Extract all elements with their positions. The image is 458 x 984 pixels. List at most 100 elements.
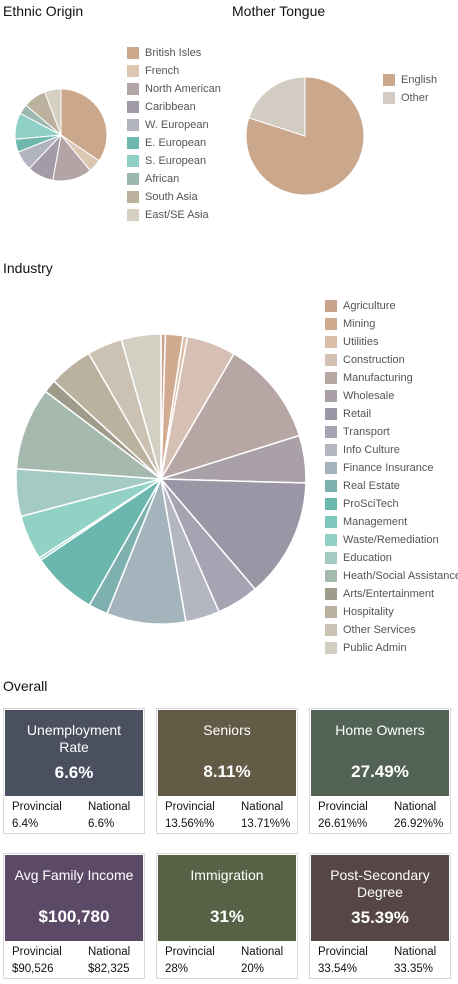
legend-swatch bbox=[325, 606, 337, 618]
stat-card-header: Immigration 31% bbox=[158, 855, 296, 941]
provincial-label: Provincial bbox=[318, 946, 368, 958]
national-value: 6.6% bbox=[88, 818, 115, 830]
stat-card-title: Immigration bbox=[190, 867, 264, 883]
stat-card-post-secondary-degree: Post-Secondary Degree 35.39% Provincial Nat… bbox=[309, 853, 451, 979]
legend-swatch bbox=[127, 83, 139, 95]
legend-item-management: Management bbox=[325, 516, 407, 528]
pie-slice-british-isles bbox=[60, 88, 108, 162]
national-value: 13.71%% bbox=[241, 818, 291, 830]
national-label: National bbox=[394, 946, 437, 958]
legend-label: Other bbox=[401, 92, 429, 104]
stat-card-title: Post-Secondary Degree bbox=[330, 867, 430, 900]
legend-item-african: African bbox=[127, 173, 179, 185]
legend-label: British Isles bbox=[145, 47, 202, 59]
legend-item-other-services: Other Services bbox=[325, 624, 416, 636]
legend-label: South Asia bbox=[145, 191, 198, 203]
legend-item-heath-social-assistance: Heath/Social Assistance bbox=[325, 570, 458, 582]
mother-tongue-title: Mother Tongue bbox=[232, 3, 326, 19]
legend-item-east-se-asia: East/SE Asia bbox=[127, 209, 209, 221]
pie-slice-public-admin bbox=[120, 333, 162, 480]
stat-card-header: Seniors 8.11% bbox=[158, 710, 296, 796]
provincial-label: Provincial bbox=[165, 946, 215, 958]
legend-item-transport: Transport bbox=[325, 426, 390, 438]
national-value: 33.35% bbox=[394, 963, 434, 975]
legend-swatch bbox=[325, 318, 337, 330]
legend-swatch bbox=[325, 426, 337, 438]
national-label: National bbox=[241, 801, 284, 813]
legend-item-finance-insurance: Finance Insurance bbox=[325, 462, 434, 474]
stat-card-title: Unemployment Rate bbox=[26, 722, 122, 755]
provincial-label: Provincial bbox=[12, 946, 62, 958]
stat-card-comparison: Provincial National 13.56%% 13.71%% bbox=[157, 797, 297, 833]
legend-label: Heath/Social Assistance bbox=[343, 570, 458, 582]
legend-swatch bbox=[127, 47, 139, 59]
stat-card-value: 35.39% bbox=[351, 908, 409, 927]
legend-label: Construction bbox=[343, 354, 405, 366]
legend-swatch bbox=[127, 119, 139, 131]
national-label: National bbox=[88, 801, 131, 813]
legend-item-british-isles: British Isles bbox=[127, 47, 201, 59]
legend-item-construction: Construction bbox=[325, 354, 405, 366]
legend-label: Manufacturing bbox=[343, 372, 413, 384]
pie-slice-english bbox=[245, 76, 365, 196]
mother-tongue-pie bbox=[245, 76, 365, 196]
legend-item-caribbean: Caribbean bbox=[127, 101, 196, 113]
stat-card-comparison: Provincial National $90,526 $82,325 bbox=[4, 942, 144, 978]
legend-label: Management bbox=[343, 516, 408, 528]
provincial-value: $90,526 bbox=[12, 963, 54, 975]
legend-swatch bbox=[325, 642, 337, 654]
legend-swatch bbox=[127, 137, 139, 149]
legend-swatch bbox=[127, 209, 139, 221]
stat-card-seniors: Seniors 8.11% Provincial National 13.56%% 13.… bbox=[156, 708, 298, 834]
legend-item-e-european: E. European bbox=[127, 137, 206, 149]
ethnic-origin-title: Ethnic Origin bbox=[3, 3, 84, 19]
stat-card-home-owners: Home Owners 27.49% Provincial National 26.61… bbox=[309, 708, 451, 834]
industry-pie bbox=[15, 333, 307, 625]
legend-label: North American bbox=[145, 83, 221, 95]
legend-swatch bbox=[127, 155, 139, 167]
legend-label: S. European bbox=[145, 155, 207, 167]
ethnic-origin-pie bbox=[14, 88, 108, 182]
legend-label: Agriculture bbox=[343, 300, 396, 312]
legend-item-waste-remediation: Waste/Remediation bbox=[325, 534, 439, 546]
legend-item-proscitech: ProSciTech bbox=[325, 498, 399, 510]
legend-swatch bbox=[325, 480, 337, 492]
national-label: National bbox=[88, 946, 131, 958]
legend-label: English bbox=[401, 74, 438, 86]
legend-item-w-european: W. European bbox=[127, 119, 209, 131]
legend-label: Hospitality bbox=[343, 606, 394, 618]
legend-swatch bbox=[325, 300, 337, 312]
legend-item-hospitality: Hospitality bbox=[325, 606, 394, 618]
legend-label: Caribbean bbox=[145, 101, 196, 113]
legend-item-s-european: S. European bbox=[127, 155, 206, 167]
stat-card-header: Post-Secondary Degree 35.39% bbox=[311, 855, 449, 941]
legend-item-manufacturing: Manufacturing bbox=[325, 372, 413, 384]
legend-label: Education bbox=[343, 552, 392, 564]
legend-label: W. European bbox=[145, 119, 209, 131]
legend-swatch bbox=[127, 101, 139, 113]
legend-item-retail: Retail bbox=[325, 408, 371, 420]
legend-label: Info Culture bbox=[343, 444, 400, 456]
legend-label: Utilities bbox=[343, 336, 379, 348]
legend-item-mining: Mining bbox=[325, 318, 375, 330]
legend-item-other: Other bbox=[383, 92, 429, 104]
legend-label: Mining bbox=[343, 318, 376, 330]
legend-swatch bbox=[127, 173, 139, 185]
stat-card-header: Avg Family Income $100,780 bbox=[5, 855, 143, 941]
overall-title: Overall bbox=[3, 678, 48, 694]
legend-swatch bbox=[325, 444, 337, 456]
stat-card-value: 27.49% bbox=[351, 762, 409, 781]
legend-item-public-admin: Public Admin bbox=[325, 642, 407, 654]
legend-swatch bbox=[325, 354, 337, 366]
legend-label: Waste/Remediation bbox=[343, 534, 439, 546]
legend-swatch bbox=[325, 408, 337, 420]
pie-slice-manufacturing bbox=[159, 352, 301, 481]
provincial-value: 6.4% bbox=[12, 818, 39, 830]
legend-label: Retail bbox=[343, 408, 372, 420]
stat-card-header: Home Owners 27.49% bbox=[311, 710, 449, 796]
stat-card-comparison: Provincial National 6.4% 6.6% bbox=[4, 797, 144, 833]
legend-item-info-culture: Info Culture bbox=[325, 444, 400, 456]
industry-title: Industry bbox=[3, 260, 53, 276]
stat-card-title: Avg Family Income bbox=[14, 867, 134, 883]
legend-label: Public Admin bbox=[343, 642, 407, 654]
